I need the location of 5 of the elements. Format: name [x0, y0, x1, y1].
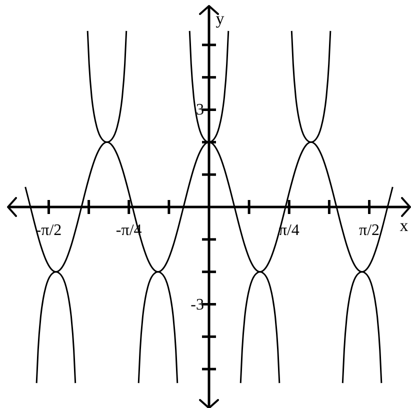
- x-tick-label: π/2: [359, 222, 380, 239]
- x-axis-title: x: [400, 216, 409, 235]
- x-tick-label: π/4: [278, 222, 300, 239]
- y-tick-label: -3: [190, 296, 204, 314]
- y-axis-title: y: [216, 9, 225, 28]
